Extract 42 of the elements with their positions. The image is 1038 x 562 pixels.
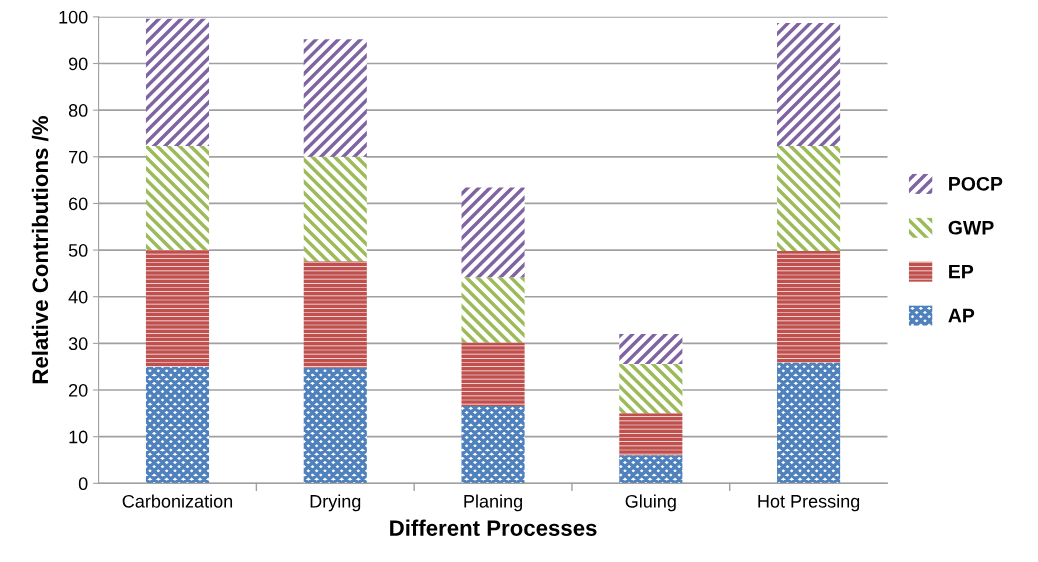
x-tick-label: Hot Pressing [758,494,860,512]
bar [619,455,683,484]
x-axis-title: Different Processes [390,519,597,536]
y-tick-label: 90 [68,57,88,71]
y-axis-title: Relative Contributions /% [31,116,49,384]
bar [461,405,525,484]
bar [303,156,367,262]
bar [461,277,525,343]
y-tick-label: 60 [69,197,88,211]
bar [145,146,210,251]
bar [777,146,841,252]
x-tick-label: Carbonization [122,494,233,508]
x-tick-label: Planing [464,494,522,512]
y-tick-label: 100 [59,10,88,24]
y-tick-label: 10 [69,430,88,444]
legend-label: EP [949,264,974,279]
y-tick-label: 0 [78,477,88,491]
bar [619,413,683,456]
bar [461,342,525,406]
y-tick-label: 50 [68,244,88,257]
bar [303,39,367,157]
y-tick-label: 80 [68,104,88,117]
x-tick-label: Drying [310,494,361,512]
bar [461,187,525,278]
y-tick-label: 20 [69,383,88,397]
y-tick-label: 30 [68,337,88,351]
x-tick-label: Gluing [625,494,676,512]
bar [145,250,210,367]
bar [777,362,841,484]
bar [303,261,367,368]
bar [777,251,841,363]
bar [777,22,841,147]
legend-label: POCP [949,176,1003,191]
y-tick-label: 70 [69,150,88,164]
bar [619,363,683,414]
y-tick-label: 40 [68,290,88,304]
bar [619,334,683,364]
bar [145,366,210,484]
bar [145,18,210,147]
legend-label: GWP [948,220,994,235]
legend-label: AP [948,308,975,323]
bar [303,367,367,484]
